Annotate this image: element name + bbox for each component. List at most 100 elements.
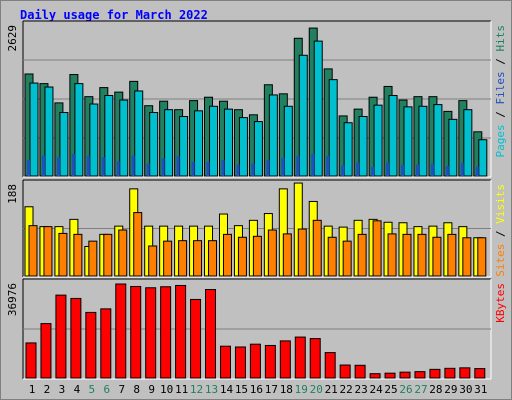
legend-text: Sites (494, 244, 507, 277)
x-tick-label: 2 (44, 383, 51, 396)
legend-text: / (494, 224, 507, 244)
files-bar (134, 90, 144, 177)
pages-bar (86, 156, 90, 176)
pages-bar (266, 160, 270, 176)
pages-bar (296, 156, 300, 176)
ymax-label: 188 (6, 184, 19, 204)
sites-bar (178, 240, 188, 277)
legend-text: / (494, 105, 507, 125)
sites-bar (43, 226, 53, 277)
kbytes-bar (219, 345, 231, 379)
files-bar (104, 95, 114, 177)
kbytes-bar (145, 287, 157, 379)
x-tick-label: 17 (265, 383, 278, 396)
x-tick-label: 29 (444, 383, 457, 396)
files-bar (448, 118, 458, 177)
files-bar (238, 117, 248, 177)
pages-bar (176, 156, 180, 176)
pages-bar (460, 162, 464, 176)
x-tick-label: 25 (384, 383, 397, 396)
legend-text: Visits (494, 184, 507, 224)
pages-bar (41, 155, 45, 176)
kbytes-bar (175, 284, 187, 379)
pages-bar (27, 160, 30, 176)
sites-bar (282, 233, 292, 277)
kbytes-bar (384, 372, 396, 379)
x-tick-label: 27 (414, 383, 427, 396)
ymax-label: 2629 (6, 25, 19, 52)
pages-bar (191, 161, 195, 176)
x-tick-label: 24 (369, 383, 383, 396)
x-tick-label: 12 (190, 383, 203, 396)
sites-bar (28, 225, 38, 277)
pages-bar (56, 157, 60, 176)
sites-bar (222, 233, 232, 277)
kbytes-bar (324, 352, 336, 379)
pages-bar (356, 162, 360, 176)
series-legend: Pages / Files / Hits (494, 25, 507, 158)
sites-bar (73, 233, 83, 277)
kbytes-bar (100, 308, 112, 379)
pages-bar (281, 157, 285, 176)
x-tick-label: 26 (399, 383, 412, 396)
kbytes-bar (429, 368, 441, 379)
files-bar (119, 99, 129, 177)
kbytes-bar (459, 367, 471, 379)
legend-text: KBytes (494, 283, 507, 323)
sites-bar (477, 237, 487, 277)
x-tick-label: 14 (220, 383, 234, 396)
pages-bar (386, 162, 390, 176)
files-bar (403, 106, 413, 177)
sites-bar (447, 233, 457, 277)
x-tick-label: 4 (74, 383, 81, 396)
files-bar (194, 110, 204, 177)
sites-bar (193, 240, 203, 277)
x-tick-label: 1 (29, 383, 36, 396)
files-bar (59, 112, 69, 177)
sites-bar (357, 233, 367, 277)
files-bar (328, 79, 338, 177)
kbytes-bar (205, 289, 217, 379)
pages-bar (116, 161, 120, 176)
x-tick-label: 28 (429, 383, 442, 396)
legend-text: Pages (494, 124, 507, 157)
files-bar (373, 104, 383, 177)
files-bar (478, 139, 488, 177)
x-tick-label: 13 (205, 383, 218, 396)
pages-bar (326, 156, 330, 176)
x-tick-label: 30 (459, 383, 472, 396)
x-tick-label: 11 (175, 383, 188, 396)
legend-text: / (494, 52, 507, 72)
x-tick-label: 7 (118, 383, 125, 396)
kbytes-bar (444, 367, 456, 379)
sites-bar (372, 220, 382, 277)
pages-bar (251, 163, 255, 176)
x-tick-label: 22 (340, 383, 353, 396)
kbytes-bar (354, 364, 366, 379)
files-bar (149, 112, 159, 177)
kbytes-bar (294, 336, 306, 379)
files-bar (463, 109, 473, 177)
sites-bar (208, 240, 218, 277)
kbytes-bar (190, 298, 202, 379)
x-tick-label: 16 (250, 383, 263, 396)
sites-bar (417, 233, 427, 277)
sites-bar (58, 232, 68, 277)
kbytes-bar (85, 311, 97, 379)
files-bar (253, 121, 263, 177)
x-tick-label: 10 (160, 383, 173, 396)
pages-bar (101, 157, 105, 176)
files-bar (164, 109, 174, 177)
pages-bar (415, 164, 419, 176)
pages-bar (341, 165, 345, 176)
kbytes-bar (234, 346, 246, 379)
kbytes-bar (25, 342, 37, 379)
x-tick-label: 15 (235, 383, 248, 396)
x-tick-label: 18 (280, 383, 293, 396)
x-tick-label: 23 (354, 383, 367, 396)
series-legend: Sites / Visits (494, 184, 507, 277)
chart-title: Daily usage for March 2022 (20, 8, 208, 22)
x-tick-label: 20 (310, 383, 323, 396)
kbytes-bar (55, 294, 67, 379)
